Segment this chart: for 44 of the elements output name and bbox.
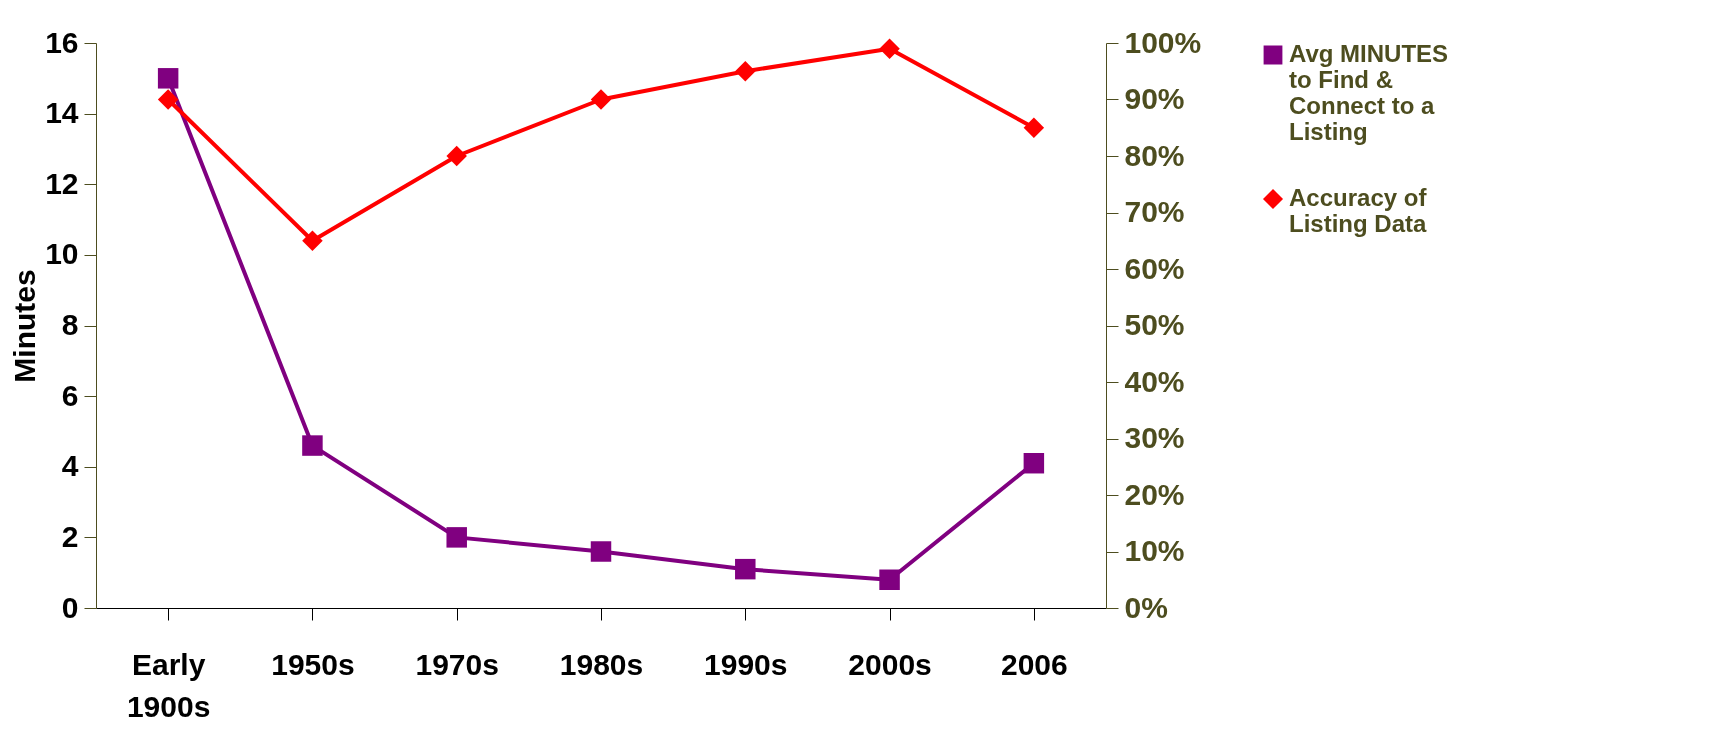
x-tick-label: 2006 xyxy=(1000,647,1068,681)
y-tick-label: 6 xyxy=(61,378,79,412)
point xyxy=(157,89,179,110)
x-tick-label: 1990s xyxy=(704,647,788,681)
point xyxy=(446,145,467,167)
y-tick-label: 16 xyxy=(45,25,79,59)
y2-tick-label: 40% xyxy=(1124,364,1185,398)
x-tick-label: 1970s xyxy=(415,647,499,681)
point xyxy=(735,558,756,580)
y2-tick-label: 50% xyxy=(1124,308,1185,341)
point xyxy=(590,541,612,562)
x-tick-label: 2000s xyxy=(848,647,932,681)
y-axis-title: Minutes xyxy=(8,269,42,383)
legend-label: Accuracy of Listing Data xyxy=(1289,184,1428,237)
y2-tick-label: 30% xyxy=(1124,421,1185,454)
point xyxy=(157,68,179,89)
point xyxy=(879,38,900,59)
y-tick-label: 2 xyxy=(61,519,79,553)
point xyxy=(302,435,323,456)
y-tick-label: 0 xyxy=(61,590,79,624)
point xyxy=(302,230,323,251)
x-tick-label: Early 1900s xyxy=(126,647,211,723)
y-tick-label: 8 xyxy=(61,308,79,341)
y2-tick-label: 20% xyxy=(1124,477,1185,511)
y2-tick-label: 70% xyxy=(1124,195,1185,228)
y2-tick-label: 90% xyxy=(1124,82,1185,115)
y-tick-label: 14 xyxy=(45,96,79,130)
x-tick-label: 1950s xyxy=(271,647,355,681)
y2-tick-label: 100% xyxy=(1124,25,1202,59)
y2-tick-label: 0% xyxy=(1124,590,1168,624)
point xyxy=(1023,452,1045,474)
y2-tick-label: 10% xyxy=(1124,534,1185,567)
point xyxy=(1023,117,1045,138)
legend-label: Avg MINUTES to Find & Connect to a Listing xyxy=(1289,40,1449,145)
point xyxy=(735,61,756,82)
y2-tick-label: 60% xyxy=(1124,251,1185,285)
y-tick-label: 10 xyxy=(45,237,79,271)
y2-tick-label: 80% xyxy=(1124,138,1185,172)
x-tick-label: 1980s xyxy=(559,647,644,681)
point xyxy=(879,569,900,590)
point xyxy=(590,89,612,110)
point xyxy=(446,527,467,548)
y-tick-label: 12 xyxy=(45,166,79,200)
y-tick-label: 4 xyxy=(61,449,79,483)
